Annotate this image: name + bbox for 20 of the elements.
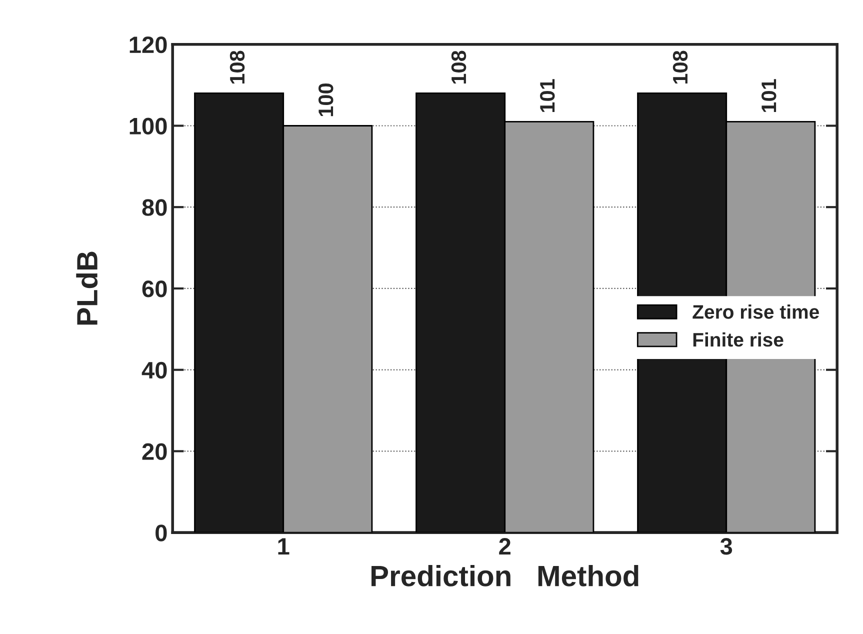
data-label: 108: [451, 50, 466, 84]
y-tick-label: 40: [142, 362, 167, 379]
y-tick-label: 80: [142, 199, 167, 216]
data-label: 100: [318, 84, 334, 116]
x-tick-label: 2: [499, 538, 510, 555]
y-tick-label: 120: [130, 36, 167, 54]
y-tick-label: 0: [156, 524, 167, 542]
legend-label: Zero rise time: [692, 304, 819, 319]
x-axis-title: Prediction Method: [372, 564, 638, 586]
data-label: 101: [540, 79, 555, 112]
data-label: 101: [762, 79, 776, 112]
data-label: 108: [672, 50, 688, 84]
x-tick-label: 3: [720, 538, 732, 555]
y-axis-title: PLdB: [76, 252, 98, 325]
y-tick-label: 60: [142, 280, 167, 298]
data-label: 108: [230, 50, 245, 84]
y-tick-label: 100: [130, 118, 167, 135]
x-tick-label: 1: [278, 538, 290, 555]
legend-label: Finite rise: [693, 332, 784, 347]
y-tick-label: 20: [142, 443, 167, 460]
